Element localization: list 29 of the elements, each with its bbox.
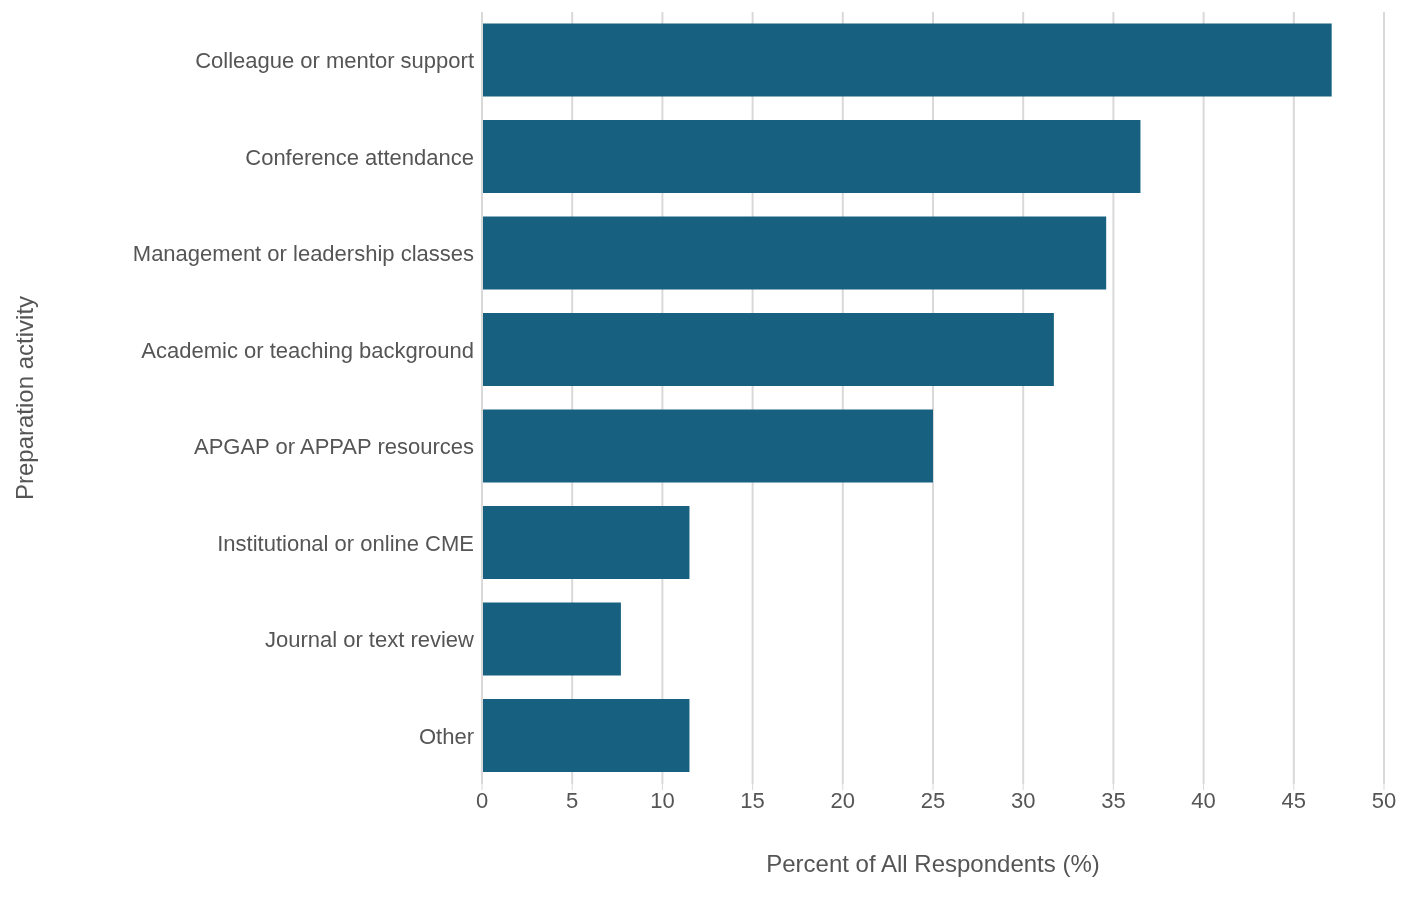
y-tick-label: Conference attendance	[245, 144, 474, 170]
x-tick-label: 15	[740, 787, 765, 813]
x-tick-label: 30	[1010, 787, 1036, 813]
y-axis-title: Preparation activity	[10, 295, 38, 501]
y-tick-label: Institutional or online CME	[217, 530, 474, 556]
x-tick-label: 0	[475, 787, 489, 813]
y-tick-label: Other	[418, 723, 474, 749]
bar	[482, 120, 1141, 194]
x-tick-label: 35	[1101, 787, 1126, 813]
bar	[482, 313, 1054, 387]
x-tick-label: 40	[1191, 787, 1216, 813]
bar	[482, 699, 690, 773]
x-tick-label: 10	[650, 787, 675, 813]
bar	[482, 506, 690, 580]
y-tick-label: APGAP or APPAP resources	[193, 434, 474, 460]
x-tick-label: 50	[1371, 787, 1397, 813]
x-tick-label: 45	[1281, 787, 1307, 813]
bar	[482, 216, 1107, 290]
x-tick-label: 20	[830, 787, 856, 813]
bar	[482, 409, 933, 483]
y-tick-label: Management or leadership classes	[132, 241, 474, 267]
bar	[482, 23, 1332, 97]
bar	[482, 602, 621, 676]
x-axis-title: Percent of All Respondents (%)	[766, 850, 1100, 877]
x-tick-label: 25	[920, 787, 946, 813]
y-tick-label: Academic or teaching background	[141, 337, 474, 363]
y-tick-label: Journal or text review	[264, 627, 475, 653]
y-tick-label: Colleague or mentor support	[195, 48, 474, 74]
x-tick-label: 5	[566, 787, 579, 813]
